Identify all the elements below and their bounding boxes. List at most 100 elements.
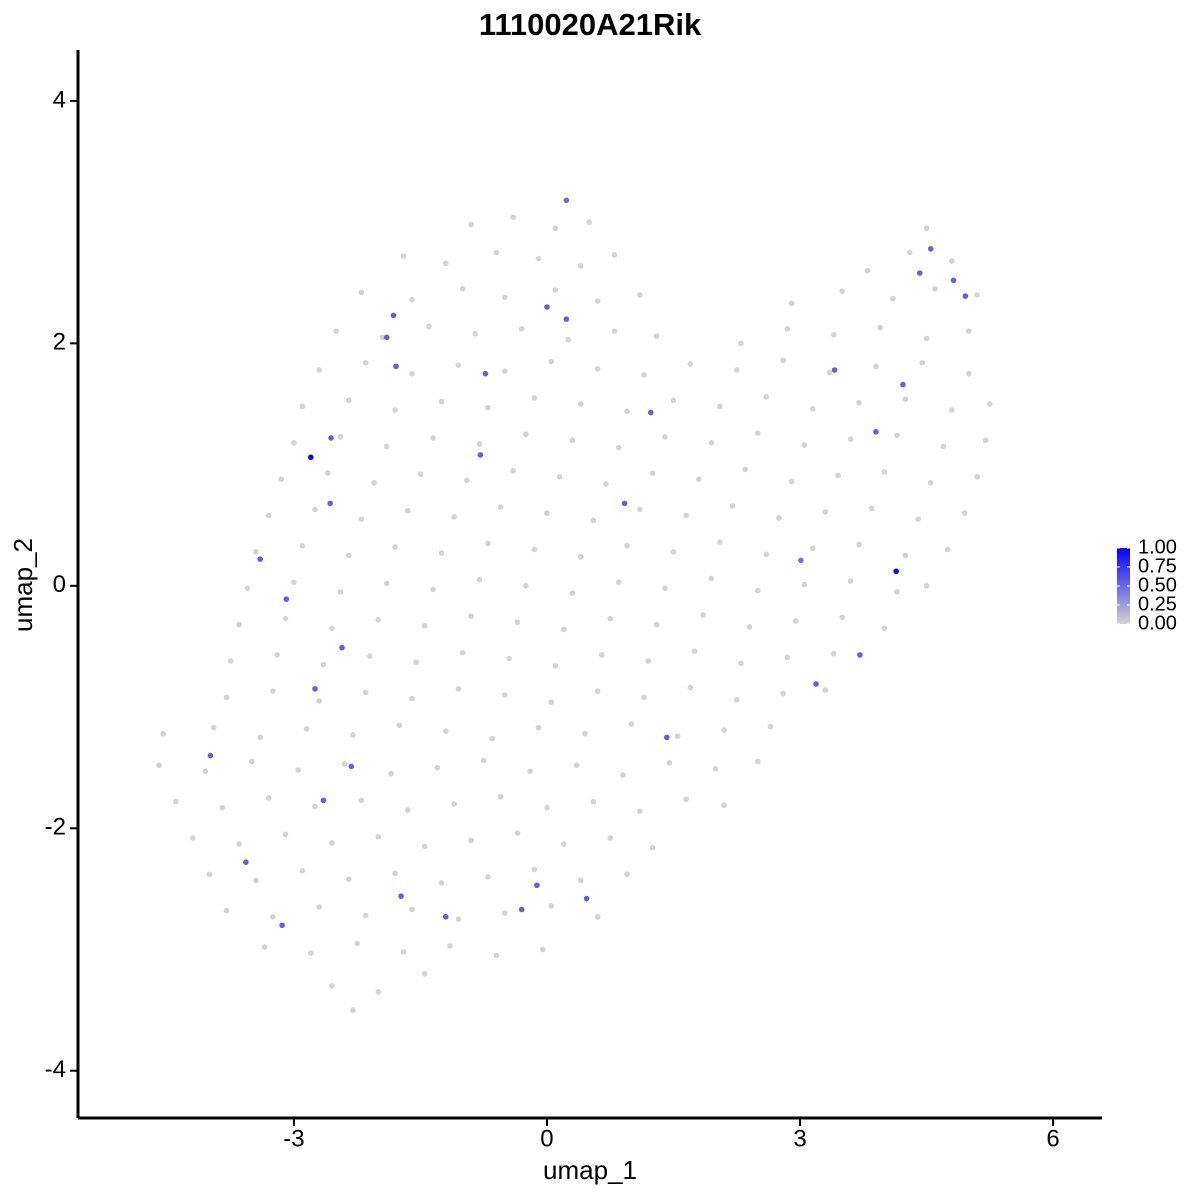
point	[917, 270, 923, 276]
point	[358, 289, 365, 296]
point	[662, 585, 668, 592]
point	[607, 615, 614, 622]
point	[569, 437, 576, 444]
point	[620, 772, 626, 778]
point	[798, 557, 804, 564]
point	[337, 433, 344, 440]
point	[348, 763, 355, 770]
point	[835, 472, 841, 479]
point	[327, 500, 334, 507]
point	[485, 540, 491, 547]
point	[243, 859, 249, 866]
point	[919, 359, 926, 366]
point	[227, 658, 234, 664]
point	[413, 659, 420, 665]
point	[729, 503, 736, 509]
point	[906, 249, 913, 256]
point	[489, 735, 495, 742]
point	[873, 363, 879, 370]
point	[383, 334, 390, 341]
point	[594, 688, 601, 695]
point	[328, 435, 334, 441]
point	[793, 618, 799, 624]
point	[535, 255, 542, 262]
point	[877, 324, 883, 331]
point	[662, 433, 668, 440]
point	[400, 949, 407, 955]
point	[316, 904, 323, 910]
point	[316, 698, 323, 704]
point	[927, 479, 934, 486]
point	[236, 621, 242, 628]
point	[451, 801, 457, 807]
point	[826, 369, 833, 376]
point	[477, 452, 484, 458]
point	[329, 983, 335, 989]
point	[329, 625, 335, 632]
point	[641, 372, 647, 378]
point	[405, 507, 411, 514]
colorbar	[1117, 548, 1130, 624]
point	[223, 907, 230, 914]
point	[548, 903, 554, 909]
point	[780, 357, 786, 364]
point	[949, 258, 955, 264]
point	[611, 328, 618, 335]
point	[893, 568, 899, 575]
point	[388, 770, 394, 777]
point	[279, 922, 285, 929]
point	[308, 950, 314, 956]
point	[345, 876, 352, 882]
point	[683, 512, 689, 519]
point	[809, 406, 816, 412]
point	[691, 648, 698, 655]
point	[497, 793, 504, 800]
point	[316, 367, 323, 373]
point	[329, 840, 335, 846]
point	[755, 758, 761, 765]
colorbar-label: 1.00	[1138, 536, 1177, 558]
point	[514, 830, 521, 836]
point	[780, 690, 786, 697]
point	[248, 758, 255, 765]
point	[856, 541, 862, 548]
point	[670, 397, 677, 404]
point	[362, 912, 369, 919]
point	[949, 407, 955, 413]
point	[405, 807, 411, 813]
point	[308, 454, 314, 461]
point	[189, 835, 196, 841]
point	[219, 804, 226, 811]
point	[974, 473, 980, 480]
point	[561, 841, 567, 847]
point	[965, 370, 972, 377]
point	[502, 692, 508, 698]
point	[531, 395, 538, 401]
point	[670, 549, 677, 555]
point	[320, 797, 327, 804]
point	[573, 762, 580, 769]
point	[244, 585, 251, 592]
point	[282, 615, 289, 622]
point	[873, 429, 879, 435]
point	[502, 368, 508, 375]
point	[299, 403, 306, 410]
point	[257, 556, 263, 562]
point	[563, 197, 570, 204]
point	[552, 663, 559, 669]
point	[362, 359, 369, 366]
point	[583, 895, 590, 902]
point	[320, 661, 327, 668]
point	[548, 358, 554, 365]
point	[396, 722, 403, 729]
point	[962, 293, 969, 299]
point	[544, 804, 550, 811]
point	[392, 544, 398, 550]
point	[392, 870, 398, 876]
point	[742, 466, 749, 473]
point	[211, 724, 217, 731]
point	[809, 545, 816, 552]
point	[438, 550, 445, 556]
point	[801, 442, 808, 448]
point	[455, 362, 462, 368]
